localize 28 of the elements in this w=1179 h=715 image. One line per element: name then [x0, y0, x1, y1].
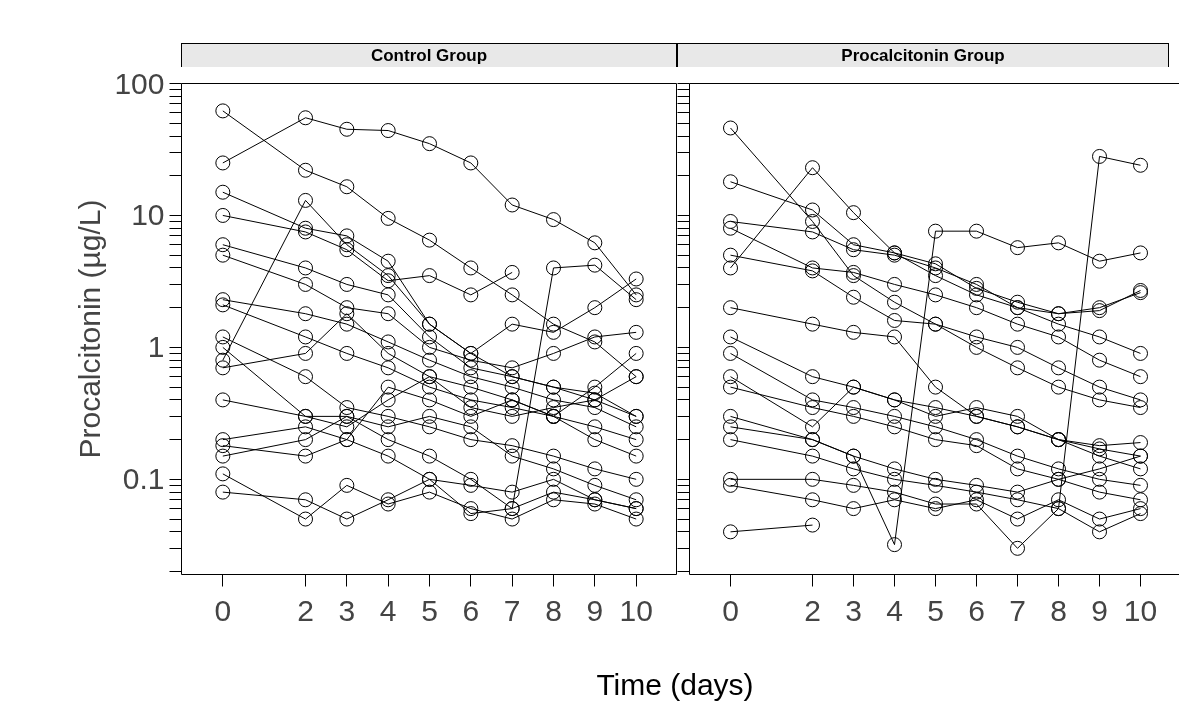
chart-title: Control Group — [370, 45, 488, 67]
y-tick-label: 0.1 — [122, 462, 165, 496]
x-tick-label: 0 — [214, 593, 232, 627]
x-tick-label: 10 — [619, 593, 653, 627]
x-tick-label: 10 — [1123, 593, 1158, 627]
y-tick-label: 10 — [131, 198, 165, 232]
x-tick-label: 8 — [545, 593, 562, 627]
chart-title: Procalcitonin Group — [841, 45, 1005, 67]
y-tick-label: 100 — [114, 66, 165, 100]
x-tick-label: 4 — [886, 593, 903, 627]
x-tick-label: 5 — [927, 593, 944, 627]
x-tick-label: 3 — [845, 593, 862, 627]
x-tick-label: 5 — [421, 593, 438, 627]
y-tick-label: 1 — [147, 330, 165, 364]
x-tick-label: 9 — [1091, 593, 1108, 627]
x-tick-label: 2 — [297, 593, 314, 627]
x-axis-title: Time (days) — [596, 667, 754, 703]
x-tick-label: 7 — [503, 593, 521, 627]
x-tick-label: 0 — [722, 593, 739, 627]
x-tick-label: 6 — [968, 593, 985, 627]
x-tick-label: 6 — [462, 593, 480, 627]
x-tick-label: 8 — [1050, 593, 1067, 627]
x-tick-label: 2 — [804, 593, 821, 627]
y-axis-title: Procalcitonin (µg/L) — [73, 199, 107, 459]
x-tick-label: 9 — [586, 593, 604, 627]
x-tick-label: 4 — [379, 593, 397, 627]
x-tick-label: 3 — [338, 593, 356, 627]
x-tick-label: 7 — [1009, 593, 1026, 627]
